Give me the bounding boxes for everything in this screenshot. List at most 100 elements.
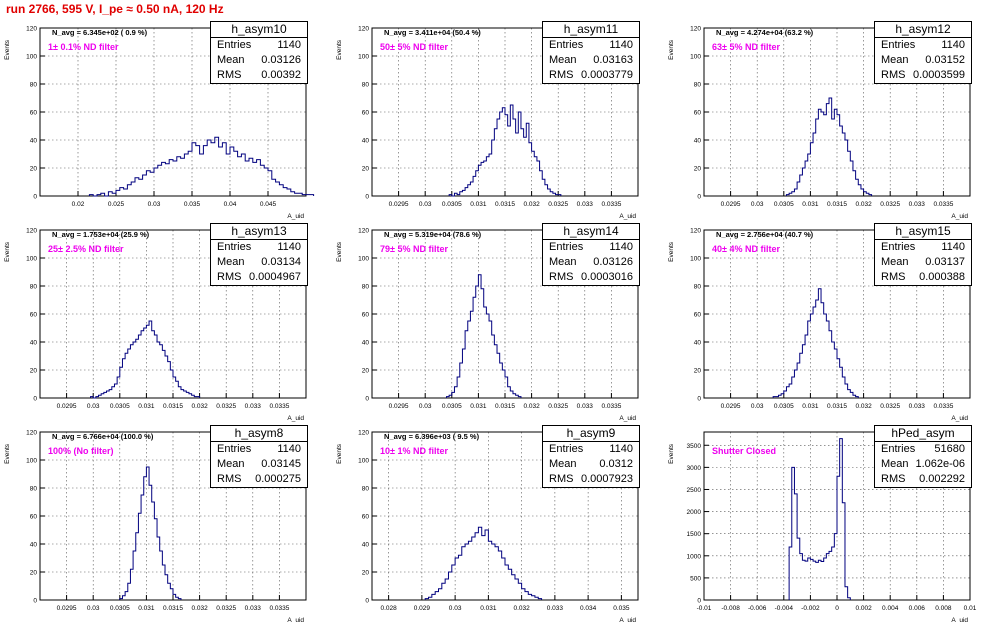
x-tick-label: 0.0325	[880, 201, 900, 208]
histogram-panel: 0.0295 0.03 0.0305 0.031 0.0315 0.032 0.0325 0.…	[0, 218, 332, 422]
x-axis-label: A_uid	[287, 213, 304, 220]
histogram-bin	[211, 143, 215, 196]
histogram-bins	[120, 467, 181, 600]
x-tick-label: 0.0335	[601, 201, 621, 208]
histogram-bin	[458, 555, 461, 600]
stats-row-rms: RMS 0.000388	[875, 270, 971, 285]
stats-value-entries: 1140	[277, 39, 301, 51]
histogram-bin	[818, 109, 821, 196]
stats-label: Entries	[549, 443, 584, 455]
histogram-bin	[534, 157, 537, 196]
y-tick-label: 80	[30, 82, 38, 89]
histogram-outline	[90, 320, 201, 399]
y-tick-label: 60	[30, 514, 38, 521]
histogram-bin	[481, 162, 484, 196]
y-tick-label: 120	[358, 26, 369, 33]
x-tick-label: 0.0295	[389, 201, 409, 208]
x-tick-label: 0.0305	[110, 403, 130, 410]
x-tick-label: -0.01	[697, 605, 712, 612]
histogram-bin	[488, 541, 491, 600]
histogram-svg: 0.0295 0.03 0.0305 0.031 0.0315 0.032 0.0325 0.…	[336, 26, 639, 220]
filter-label: 10± 1% ND filter	[380, 446, 448, 456]
y-tick-label: 60	[694, 110, 702, 117]
stats-label: RMS	[881, 473, 906, 485]
histogram-bin	[818, 560, 821, 600]
stats-box-title: h_asym11	[543, 22, 639, 38]
y-tick-label: 0	[33, 598, 37, 605]
histogram-bin	[177, 157, 181, 196]
x-tick-label: 0.0325	[216, 403, 236, 410]
y-tick-label: 20	[30, 166, 38, 173]
histogram-bin	[810, 314, 813, 398]
y-tick-label: 60	[30, 312, 38, 319]
histogram-panel: 0.0295 0.03 0.0305 0.031 0.0315 0.032 0.0325 0.…	[664, 218, 996, 422]
x-tick-label: 0.031	[802, 201, 819, 208]
x-tick-label: 0.033	[909, 403, 926, 410]
stats-box-title: h_asym10	[211, 22, 307, 38]
y-tick-label: 20	[362, 166, 370, 173]
y-tick-label: 100	[690, 256, 701, 263]
stats-row-mean: Mean 1.062e-06	[875, 457, 971, 472]
stats-value-mean: 0.03152	[925, 54, 965, 66]
y-tick-label: 60	[362, 110, 370, 117]
y-tick-label: 20	[30, 570, 38, 577]
y-tick-label: 80	[362, 486, 370, 493]
stats-label: Mean	[217, 54, 245, 66]
x-tick-label: 0.03	[87, 403, 100, 410]
histogram-bin	[492, 544, 495, 600]
y-tick-label: 100	[690, 54, 701, 61]
stats-value-entries: 51680	[934, 443, 965, 455]
stats-label: Mean	[549, 458, 577, 470]
y-tick-label: 60	[30, 110, 38, 117]
stats-box: h_asym11 Entries 1140 Mean 0.03163 RMS 0.00037…	[542, 21, 640, 84]
stats-box-title: hPed_asym	[875, 426, 971, 442]
x-tick-label: 0.045	[260, 201, 277, 208]
y-tick-label: 100	[26, 54, 37, 61]
x-tick-label: 0.0315	[163, 605, 183, 612]
y-tick-label: 2000	[687, 509, 702, 516]
histogram-panel: -0.01 -0.008 -0.006 -0.004 -0.002 0 0.002 0.004…	[664, 420, 996, 622]
histogram-bin	[470, 311, 473, 398]
histogram-outline	[445, 274, 522, 398]
y-axis-label: Events	[336, 241, 343, 262]
stats-value-mean: 0.03126	[593, 256, 633, 268]
histogram-bin	[521, 129, 524, 196]
x-tick-label: 0.035	[184, 201, 201, 208]
x-tick-label: 0.032	[191, 403, 208, 410]
histogram-bin	[524, 137, 527, 196]
stats-value-mean: 0.03137	[925, 256, 965, 268]
x-tick-label: 0.035	[613, 605, 630, 612]
histogram-svg: 0.0295 0.03 0.0305 0.031 0.0315 0.032 0.0325 0.…	[4, 430, 307, 622]
x-tick-label: 0.028	[380, 605, 397, 612]
histogram-bin	[143, 175, 147, 196]
stats-value-rms: 0.0007923	[581, 473, 633, 485]
histogram-bin	[486, 157, 489, 196]
histogram-bin	[468, 541, 471, 600]
y-tick-label: 20	[30, 368, 38, 375]
x-tick-label: 0.0315	[827, 403, 847, 410]
x-tick-label: 0.002	[855, 605, 872, 612]
stats-box: h_asym9 Entries 1140 Mean 0.0312 RMS 0.0007923	[542, 425, 640, 488]
histogram-bin	[816, 300, 819, 398]
histogram-panel: 0.028 0.029 0.03 0.031 0.032 0.033 0.034 0.035 0…	[332, 420, 664, 622]
y-tick-label: 20	[362, 570, 370, 577]
x-tick-label: 0.0305	[442, 403, 462, 410]
x-tick-label: 0.033	[909, 201, 926, 208]
stats-label: RMS	[549, 69, 574, 81]
histogram-bin	[165, 164, 169, 196]
histogram-bin	[130, 345, 133, 398]
histogram-bin	[832, 119, 835, 196]
x-axis-label: A_uid	[951, 213, 968, 220]
histogram-bin	[472, 537, 475, 600]
stats-label: RMS	[549, 473, 574, 485]
histogram-bin	[268, 171, 272, 196]
histogram-bin	[272, 179, 276, 196]
histogram-outline	[785, 97, 873, 196]
stats-row-mean: Mean 0.03163	[543, 53, 639, 68]
x-tick-label: 0.03	[87, 605, 100, 612]
y-axis-label: Events	[4, 241, 11, 262]
histogram-bin	[138, 335, 141, 398]
x-tick-label: 0.032	[523, 403, 540, 410]
histogram-bin	[184, 154, 188, 196]
stats-row-mean: Mean 0.03152	[875, 53, 971, 68]
